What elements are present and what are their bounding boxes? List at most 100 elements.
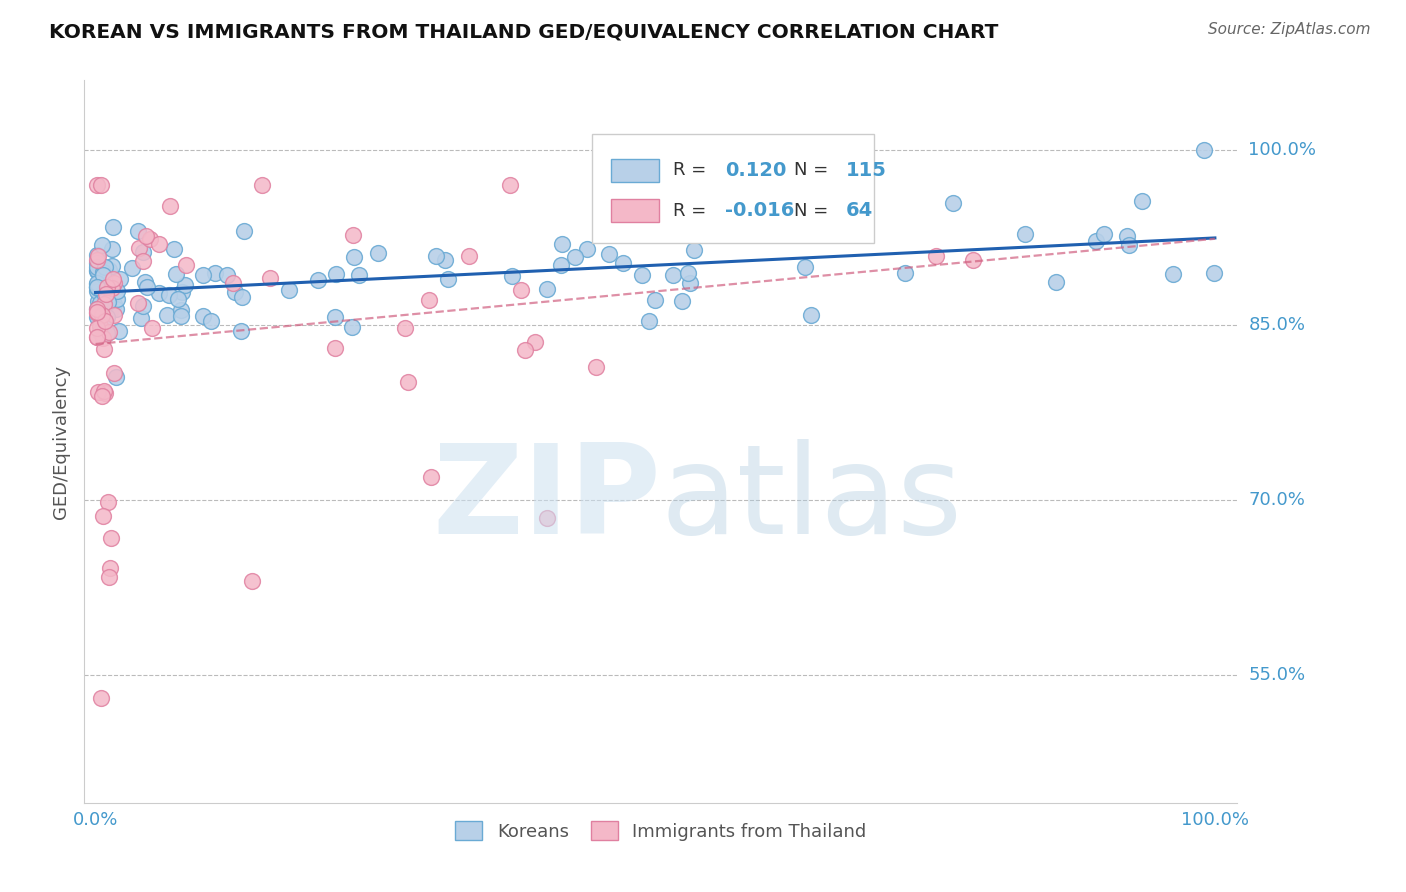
- Point: [1130, 194, 1153, 209]
- Point: [394, 321, 416, 335]
- Point: [367, 246, 389, 260]
- Point: [86, 260, 108, 274]
- Text: 64: 64: [846, 202, 873, 220]
- Point: [86, 178, 108, 193]
- Point: [323, 341, 346, 355]
- Point: [307, 273, 329, 287]
- Point: [91, 323, 114, 337]
- Text: Source: ZipAtlas.com: Source: ZipAtlas.com: [1208, 22, 1371, 37]
- Point: [107, 292, 129, 306]
- Text: R =: R =: [673, 161, 711, 179]
- Point: [96, 326, 118, 341]
- Point: [1085, 234, 1108, 248]
- Point: [396, 376, 419, 390]
- Point: [340, 320, 363, 334]
- Point: [97, 295, 120, 310]
- Point: [231, 289, 253, 303]
- Point: [638, 314, 661, 328]
- Point: [148, 285, 170, 300]
- Point: [191, 268, 214, 282]
- Point: [204, 266, 226, 280]
- Point: [105, 284, 128, 298]
- Point: [89, 325, 111, 339]
- Point: [86, 249, 108, 263]
- Point: [93, 342, 115, 356]
- Point: [105, 302, 128, 317]
- Point: [1204, 266, 1226, 280]
- Text: ZIP: ZIP: [432, 439, 661, 560]
- Text: 70.0%: 70.0%: [1249, 491, 1305, 508]
- Point: [97, 262, 120, 277]
- Point: [215, 268, 238, 282]
- Text: -0.016: -0.016: [725, 202, 794, 220]
- Point: [325, 267, 347, 281]
- Point: [91, 268, 114, 282]
- Point: [93, 265, 115, 279]
- Point: [800, 309, 823, 323]
- Point: [96, 305, 118, 319]
- Point: [97, 495, 120, 509]
- Point: [86, 280, 108, 294]
- Point: [86, 264, 108, 278]
- Point: [159, 199, 181, 213]
- Point: [108, 324, 131, 338]
- Point: [93, 509, 115, 524]
- Point: [157, 287, 180, 301]
- Point: [86, 281, 108, 295]
- Point: [89, 318, 111, 333]
- Point: [925, 249, 948, 263]
- Point: [193, 309, 215, 323]
- Point: [93, 314, 115, 328]
- Point: [156, 309, 179, 323]
- Point: [418, 293, 440, 307]
- Point: [523, 334, 546, 349]
- Point: [96, 293, 118, 307]
- Point: [98, 561, 121, 575]
- Point: [94, 260, 117, 274]
- Point: [128, 241, 150, 255]
- Point: [134, 275, 156, 289]
- Point: [86, 255, 108, 269]
- Point: [101, 219, 124, 234]
- Point: [1192, 143, 1215, 157]
- Point: [98, 570, 121, 584]
- Point: [585, 359, 607, 374]
- Text: N =: N =: [794, 202, 834, 220]
- Point: [93, 297, 115, 311]
- Point: [323, 310, 346, 325]
- Point: [127, 224, 149, 238]
- Point: [132, 299, 155, 313]
- Point: [793, 260, 815, 274]
- Point: [94, 386, 117, 401]
- Point: [941, 196, 963, 211]
- Point: [550, 258, 572, 272]
- Point: [515, 343, 537, 358]
- Point: [148, 237, 170, 252]
- Point: [1116, 229, 1139, 244]
- Point: [170, 310, 193, 324]
- Point: [536, 282, 558, 296]
- Point: [86, 253, 108, 268]
- Point: [135, 228, 157, 243]
- Point: [90, 265, 112, 279]
- Point: [132, 253, 155, 268]
- Text: 0.120: 0.120: [725, 161, 786, 180]
- FancyBboxPatch shape: [612, 199, 659, 222]
- Point: [100, 242, 122, 256]
- Point: [132, 244, 155, 259]
- Point: [86, 284, 108, 298]
- Point: [1163, 267, 1185, 281]
- Point: [87, 282, 110, 296]
- Point: [86, 276, 108, 290]
- Point: [108, 271, 131, 285]
- Point: [86, 306, 108, 320]
- Point: [755, 180, 778, 194]
- Point: [86, 330, 108, 344]
- Text: 55.0%: 55.0%: [1249, 665, 1306, 683]
- Point: [100, 259, 122, 273]
- FancyBboxPatch shape: [612, 159, 659, 182]
- Point: [612, 256, 634, 270]
- Point: [86, 302, 108, 317]
- Point: [96, 310, 118, 325]
- Point: [86, 310, 108, 325]
